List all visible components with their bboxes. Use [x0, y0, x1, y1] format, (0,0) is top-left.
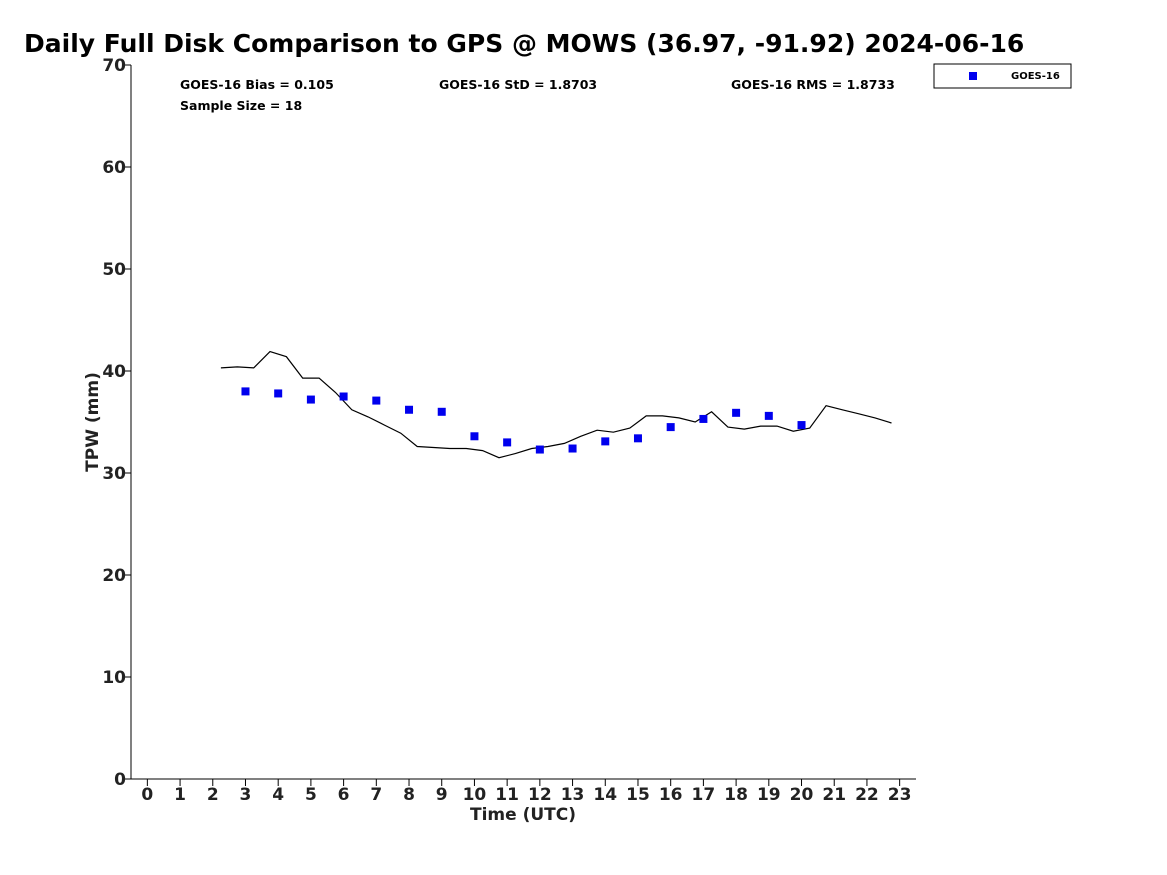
goes-16-point — [503, 438, 512, 447]
y-axis-label: TPW (mm) — [83, 372, 103, 472]
legend-swatch-goes-16 — [969, 72, 977, 80]
series-line — [220, 350, 892, 459]
x-tick-label: 6 — [338, 785, 350, 805]
goes-16-point — [470, 432, 479, 441]
x-tick-label: 10 — [463, 785, 487, 805]
x-tick-label: 3 — [240, 785, 252, 805]
x-tick-label: 5 — [305, 785, 317, 805]
y-tick-label: 20 — [102, 566, 126, 586]
y-tick-label: 50 — [102, 260, 126, 280]
gps-line — [220, 350, 892, 459]
x-tick-label: 21 — [822, 785, 846, 805]
goes-16-point — [372, 396, 381, 405]
x-tick-label: 23 — [888, 785, 912, 805]
goes-16-point — [666, 423, 675, 432]
goes-16-point — [241, 387, 250, 396]
x-tick-label: 9 — [436, 785, 448, 805]
goes-16-point — [568, 444, 577, 453]
goes-16-point — [339, 392, 348, 401]
goes-16-point — [633, 434, 642, 443]
stat-std: GOES-16 StD = 1.8703 — [439, 77, 597, 92]
x-tick-label: 20 — [790, 785, 814, 805]
chart-title: Daily Full Disk Comparison to GPS @ MOWS… — [24, 29, 1024, 58]
goes-16-point — [764, 411, 773, 420]
y-tick-label: 10 — [102, 668, 126, 688]
y-tick-label: 70 — [102, 56, 126, 76]
legend-label-goes-16: GOES-16 — [1011, 71, 1060, 82]
stat-rms: GOES-16 RMS = 1.8733 — [731, 77, 895, 92]
x-tick-label: 17 — [692, 785, 716, 805]
goes-16-point — [797, 421, 806, 430]
y-tick-label: 40 — [102, 362, 126, 382]
x-tick-label: 13 — [561, 785, 585, 805]
x-tick-label: 7 — [370, 785, 382, 805]
y-tick-label: 60 — [102, 158, 126, 178]
y-tick-label: 0 — [114, 770, 126, 790]
legend: GOES-16 — [933, 63, 1072, 89]
goes-16-point — [274, 389, 283, 398]
x-ticks: 0 1 2 3 4 5 6 7 8 9 10 11 12 13 14 15 16 17 18 19 20 21 22 23 — [141, 779, 911, 805]
x-tick-label: 18 — [724, 785, 748, 805]
y-tick-label: 30 — [102, 464, 126, 484]
goes-16-point — [535, 445, 544, 454]
goes-16-point — [601, 437, 610, 446]
x-tick-label: 11 — [495, 785, 519, 805]
x-tick-label: 12 — [528, 785, 552, 805]
x-tick-label: 16 — [659, 785, 683, 805]
goes-16-point — [732, 408, 741, 417]
x-tick-label: 2 — [207, 785, 219, 805]
goes-16-point — [405, 405, 414, 414]
legend-box — [933, 63, 1072, 89]
x-tick-label: 19 — [757, 785, 781, 805]
x-tick-label: 4 — [272, 785, 284, 805]
series-points — [241, 387, 806, 454]
x-tick-label: 8 — [403, 785, 415, 805]
goes-16-point — [306, 395, 315, 404]
stat-bias: GOES-16 Bias = 0.105 — [180, 77, 334, 92]
y-ticks: 0 10 20 30 40 50 60 70 — [102, 56, 131, 790]
goes-16-point — [437, 407, 446, 416]
plot-area — [130, 65, 916, 780]
x-axis-label: Time (UTC) — [470, 805, 576, 825]
x-tick-label: 0 — [141, 785, 153, 805]
stat-sample-size: Sample Size = 18 — [180, 98, 302, 113]
x-tick-label: 14 — [593, 785, 617, 805]
goes-16-point — [699, 414, 708, 423]
x-tick-label: 1 — [174, 785, 186, 805]
x-tick-label: 15 — [626, 785, 650, 805]
x-tick-label: 22 — [855, 785, 879, 805]
